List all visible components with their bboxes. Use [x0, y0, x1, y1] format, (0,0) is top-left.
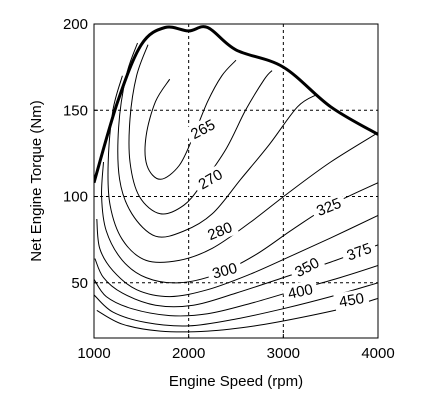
contour-line — [128, 44, 273, 215]
contour-label-group: 280 — [200, 216, 240, 246]
contour-line — [94, 282, 378, 327]
x-tick-label: 4000 — [361, 345, 394, 362]
contour-label: 450 — [338, 290, 366, 311]
y-tick-label: 200 — [63, 16, 88, 33]
contour-label-group: 375 — [340, 237, 379, 267]
max-torque-curve — [94, 25, 378, 184]
contour-label-group: 350 — [287, 251, 327, 284]
contour-label-background — [340, 237, 379, 267]
contour-label-background — [309, 192, 348, 222]
contour-label: 400 — [286, 281, 314, 303]
contour-label-group: 265 — [183, 113, 223, 146]
contour-label-background — [281, 279, 319, 304]
tick-layer: 1000 2000 3000 4000 50 100 150 200 — [63, 16, 395, 362]
contour-line — [96, 215, 378, 298]
contour-label-background — [200, 216, 240, 246]
x-tick-label: 2000 — [172, 345, 205, 362]
y-tick-label: 100 — [63, 189, 88, 206]
contour-line — [144, 59, 237, 180]
contour-line — [117, 42, 317, 238]
contour-line — [101, 161, 378, 284]
contour-layer — [94, 25, 378, 333]
contour-label-background — [287, 251, 327, 284]
contour-label-background — [191, 162, 230, 196]
y-axis-title: Net Engine Torque (Nm) — [28, 100, 45, 261]
contour-label-group: 300 — [205, 257, 244, 284]
contour-label-background — [333, 288, 370, 312]
contour-line — [107, 75, 378, 263]
grid-layer — [94, 24, 378, 338]
plot-frame — [93, 23, 379, 339]
contour-label-group: 450 — [333, 288, 370, 312]
y-tick-label: 150 — [63, 102, 88, 119]
contour-label-background — [183, 113, 223, 146]
y-tick-label: 50 — [71, 275, 88, 292]
x-tick-label: 1000 — [77, 345, 110, 362]
contour-label: 300 — [210, 260, 239, 283]
x-tick-label: 3000 — [267, 345, 300, 362]
contour-line — [94, 265, 378, 317]
x-axis-title: Engine Speed (rpm) — [169, 373, 303, 390]
contour-label-group: 400 — [281, 279, 319, 304]
contour-label-background — [205, 257, 244, 284]
